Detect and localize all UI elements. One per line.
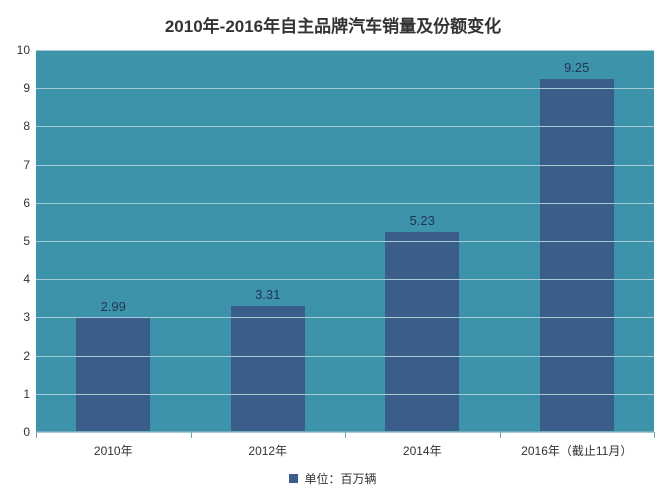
bar: 3.31 bbox=[231, 306, 305, 432]
gridline bbox=[36, 50, 654, 51]
chart-title: 2010年-2016年自主品牌汽车销量及份额变化 bbox=[0, 12, 666, 37]
legend-swatch bbox=[289, 474, 298, 483]
gridline bbox=[36, 203, 654, 204]
bar-value-label: 2.99 bbox=[101, 299, 126, 318]
y-tick-label: 6 bbox=[23, 196, 36, 210]
gridline bbox=[36, 317, 654, 318]
x-tick bbox=[654, 432, 655, 438]
legend-label: 单位：百万辆 bbox=[304, 470, 376, 487]
bar: 5.23 bbox=[385, 232, 459, 432]
y-tick-label: 2 bbox=[23, 349, 36, 363]
gridline bbox=[36, 279, 654, 280]
x-tick-label: 2010年 bbox=[36, 432, 191, 459]
x-tick bbox=[500, 432, 501, 438]
bar-value-label: 3.31 bbox=[255, 287, 280, 306]
gridline bbox=[36, 394, 654, 395]
x-tick-label: 2016年（截止11月） bbox=[500, 432, 655, 459]
gridline bbox=[36, 356, 654, 357]
x-tick-label: 2014年 bbox=[345, 432, 500, 459]
gridline bbox=[36, 165, 654, 166]
gridline bbox=[36, 241, 654, 242]
y-tick-label: 10 bbox=[17, 43, 36, 57]
gridline bbox=[36, 126, 654, 127]
y-tick-label: 4 bbox=[23, 272, 36, 286]
y-tick-label: 9 bbox=[23, 81, 36, 95]
y-tick-label: 5 bbox=[23, 234, 36, 248]
y-tick-label: 0 bbox=[23, 425, 36, 439]
x-tick bbox=[36, 432, 37, 438]
bar-value-label: 9.25 bbox=[564, 60, 589, 79]
y-tick-label: 3 bbox=[23, 310, 36, 324]
x-tick bbox=[345, 432, 346, 438]
x-tick bbox=[191, 432, 192, 438]
plot-area: 2.992010年3.312012年5.232014年9.252016年（截止1… bbox=[36, 50, 654, 432]
x-tick-label: 2012年 bbox=[191, 432, 346, 459]
bar: 2.99 bbox=[76, 318, 150, 432]
legend: 单位：百万辆 bbox=[0, 470, 666, 487]
y-tick-label: 7 bbox=[23, 158, 36, 172]
bar-value-label: 5.23 bbox=[410, 213, 435, 232]
y-tick-label: 8 bbox=[23, 119, 36, 133]
y-tick-label: 1 bbox=[23, 387, 36, 401]
gridline bbox=[36, 88, 654, 89]
bar: 9.25 bbox=[540, 79, 614, 432]
chart-container: 2010年-2016年自主品牌汽车销量及份额变化 2.992010年3.3120… bbox=[0, 0, 666, 500]
